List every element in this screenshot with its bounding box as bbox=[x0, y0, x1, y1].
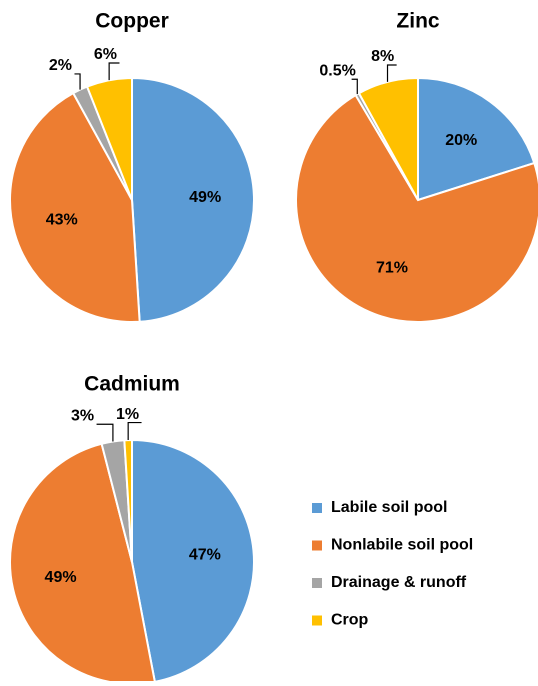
value-label: 43% bbox=[46, 212, 78, 229]
legend-swatch bbox=[312, 615, 322, 626]
pie-slice bbox=[131, 76, 255, 323]
leader-line bbox=[96, 423, 114, 442]
legend-swatch bbox=[312, 578, 322, 588]
pie-slice bbox=[417, 76, 536, 202]
leader-line bbox=[127, 421, 142, 441]
legend-swatch bbox=[312, 540, 322, 551]
value-label: 49% bbox=[45, 569, 77, 586]
value-label: 71% bbox=[376, 260, 408, 277]
value-label: 0.5% bbox=[319, 62, 355, 79]
value-label: 6% bbox=[94, 46, 117, 63]
leader-line bbox=[386, 64, 397, 82]
leader-line bbox=[108, 62, 120, 81]
value-label: 47% bbox=[189, 546, 221, 563]
leader-line bbox=[351, 78, 358, 95]
value-label: 8% bbox=[371, 48, 394, 65]
legend-label: Labile soil pool bbox=[331, 499, 447, 516]
pie-slice bbox=[357, 76, 419, 201]
value-label: 1% bbox=[116, 406, 139, 423]
chart-title: Copper bbox=[95, 10, 169, 33]
leader-line bbox=[74, 73, 81, 90]
value-label: 2% bbox=[49, 57, 72, 74]
value-label: 49% bbox=[189, 189, 221, 206]
pie-slice bbox=[295, 93, 538, 323]
legend-swatch bbox=[312, 503, 322, 513]
pie-slice bbox=[85, 76, 133, 201]
legend-label: Nonlabile soil pool bbox=[331, 537, 473, 554]
pie-slice bbox=[123, 438, 133, 563]
value-label: 20% bbox=[445, 132, 477, 149]
chart-title: Zinc bbox=[396, 10, 439, 33]
legend-label: Drainage & runoff bbox=[331, 574, 467, 591]
chart-title: Cadmium bbox=[84, 373, 180, 396]
value-label: 3% bbox=[71, 407, 94, 424]
legend-label: Crop bbox=[331, 612, 369, 629]
pie-slice bbox=[131, 438, 255, 684]
pie-slice bbox=[9, 91, 141, 323]
